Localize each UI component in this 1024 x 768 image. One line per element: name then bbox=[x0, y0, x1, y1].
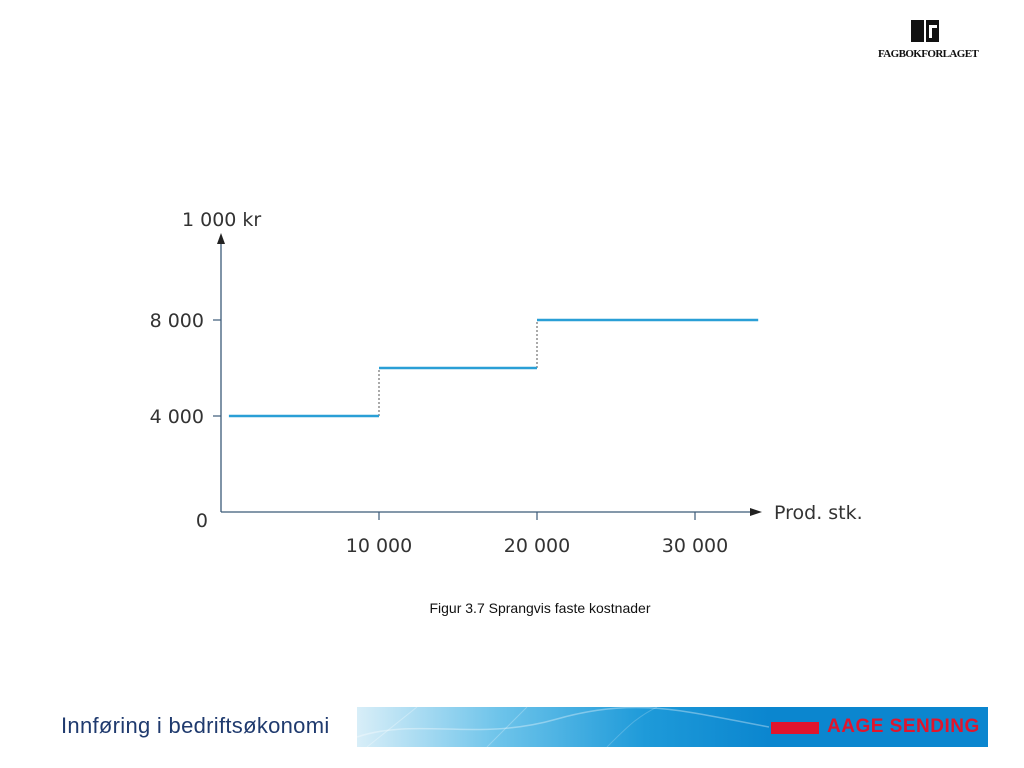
y-tick-label: 4 000 bbox=[150, 406, 204, 428]
footer-title-box: Innføring i bedriftsøkonomi bbox=[45, 707, 357, 747]
step-cost-chart: 0 4 000 8 000 10 000 20 000 30 000 1 000 kr P… bbox=[150, 209, 863, 557]
chart-series bbox=[228, 318, 759, 418]
y-tick-label: 0 bbox=[196, 510, 208, 532]
chart-jump-lines bbox=[378, 320, 538, 416]
footer-title: Innføring i bedriftsøkonomi bbox=[61, 713, 330, 738]
book-logo-icon bbox=[911, 20, 939, 42]
x-axis-label: Prod. stk. bbox=[774, 502, 863, 524]
y-axis-label: 1 000 kr bbox=[182, 209, 261, 231]
y-axis-arrow bbox=[217, 233, 225, 244]
y-tick-label: 8 000 bbox=[150, 310, 204, 332]
chart-axes bbox=[217, 233, 762, 516]
x-tick-label: 30 000 bbox=[662, 535, 728, 557]
footer-brand-box: AAGE SENDING bbox=[769, 707, 988, 747]
logo-text: FAGBOKFORLAGET bbox=[878, 48, 979, 60]
x-tick-label: 10 000 bbox=[346, 535, 412, 557]
brand-red-bar bbox=[771, 722, 819, 734]
footer-brand: AAGE SENDING bbox=[827, 716, 980, 737]
x-tick-label: 20 000 bbox=[504, 535, 570, 557]
footer-decor-band bbox=[357, 707, 769, 747]
x-axis-arrow bbox=[750, 508, 762, 516]
footer-banner: Innføring i bedriftsøkonomi AAGE SENDING bbox=[45, 707, 988, 747]
figure-caption: Figur 3.7 Sprangvis faste kostnader bbox=[429, 600, 651, 616]
publisher-logo: FAGBOKFORLAGET bbox=[878, 18, 979, 68]
chart-ticks: 0 4 000 8 000 10 000 20 000 30 000 bbox=[150, 310, 729, 557]
decor-swoosh-icon bbox=[357, 707, 769, 747]
